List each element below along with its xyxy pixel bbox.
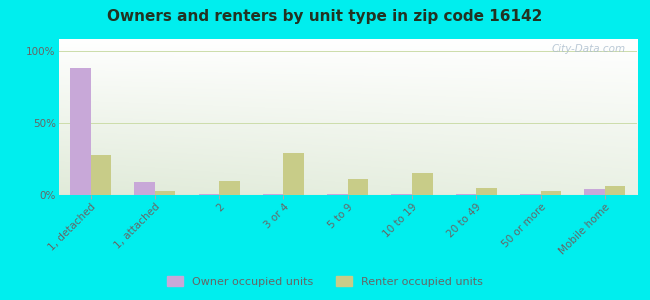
Bar [90, 154, 111, 195]
Bar [605, 186, 625, 195]
Bar [283, 153, 304, 195]
Bar [348, 179, 369, 195]
Text: City-Data.com: City-Data.com [551, 44, 625, 54]
Bar [199, 194, 219, 195]
Bar [219, 181, 240, 195]
Bar [263, 194, 283, 195]
Bar [70, 68, 90, 195]
Bar [520, 194, 541, 195]
Legend: Owner occupied units, Renter occupied units: Owner occupied units, Renter occupied un… [162, 272, 488, 291]
Bar [412, 173, 433, 195]
Bar [327, 194, 348, 195]
Bar [541, 191, 561, 195]
Bar [391, 194, 412, 195]
Bar [135, 182, 155, 195]
Bar [456, 194, 476, 195]
Bar [476, 188, 497, 195]
Bar [155, 191, 176, 195]
Bar [584, 189, 605, 195]
Text: Owners and renters by unit type in zip code 16142: Owners and renters by unit type in zip c… [107, 9, 543, 24]
